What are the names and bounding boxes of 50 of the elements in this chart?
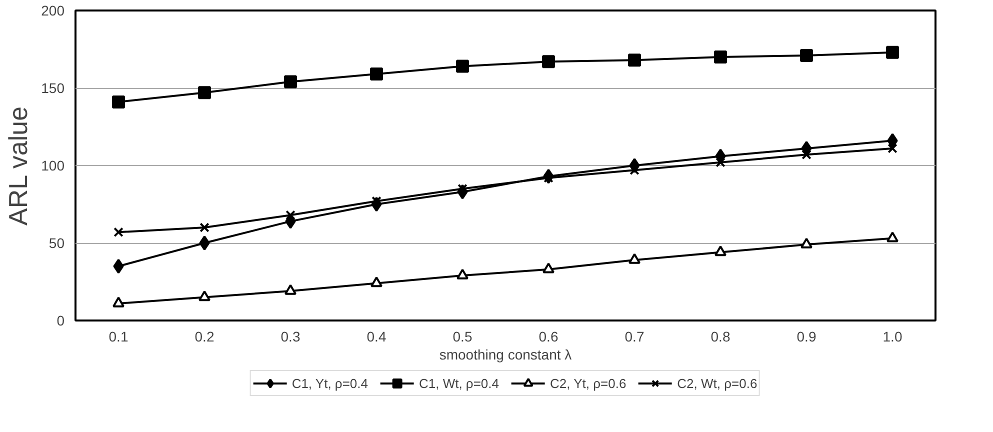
x-tick-label: 0.7 bbox=[624, 328, 644, 344]
legend-label: C1, Wt, ρ=0.4 bbox=[418, 376, 499, 390]
point bbox=[716, 158, 726, 168]
y-tick-label: 100 bbox=[41, 158, 65, 174]
point bbox=[800, 238, 812, 248]
point bbox=[112, 296, 124, 308]
point bbox=[542, 55, 555, 68]
x-tick-label: 0.9 bbox=[796, 328, 816, 344]
point bbox=[802, 150, 812, 160]
point bbox=[198, 86, 211, 100]
point bbox=[887, 133, 898, 148]
point bbox=[113, 258, 124, 274]
point bbox=[888, 144, 898, 154]
legend-label: C1, Yt, ρ=0.4 bbox=[292, 376, 368, 390]
legend-label: C2, Yt, ρ=0.6 bbox=[550, 376, 626, 390]
y-tick-label: 200 bbox=[41, 2, 65, 18]
legend-label: C2, Wt, ρ=0.6 bbox=[677, 376, 758, 390]
y-axis-title: ARL value bbox=[3, 106, 34, 226]
point bbox=[886, 232, 898, 242]
point bbox=[714, 246, 726, 256]
point bbox=[370, 68, 383, 81]
point bbox=[199, 236, 210, 250]
point bbox=[370, 276, 382, 288]
point bbox=[886, 46, 899, 59]
x-tick-label: 0.5 bbox=[452, 328, 472, 344]
x-tick-label: 0.1 bbox=[108, 328, 128, 344]
y-tick-label: 150 bbox=[41, 80, 65, 96]
y-tick-label: 50 bbox=[48, 235, 65, 251]
point bbox=[284, 75, 297, 88]
x-tick-label: 0.6 bbox=[538, 328, 558, 344]
point bbox=[542, 262, 554, 274]
x-tick-label: 0.3 bbox=[280, 328, 300, 344]
y-tick-label: 0 bbox=[56, 312, 65, 328]
point bbox=[200, 222, 210, 232]
point bbox=[284, 284, 296, 295]
point bbox=[628, 253, 640, 264]
point bbox=[286, 210, 296, 220]
x-tick-label: 1.0 bbox=[882, 328, 902, 344]
point bbox=[800, 48, 813, 62]
point bbox=[714, 50, 727, 64]
x-axis-title: smoothing constant λ bbox=[439, 346, 572, 362]
point bbox=[456, 60, 469, 73]
point bbox=[628, 54, 641, 67]
x-tick-label: 0.2 bbox=[194, 328, 214, 344]
x-tick-label: 0.8 bbox=[710, 328, 730, 344]
point bbox=[198, 290, 210, 302]
point bbox=[112, 95, 125, 108]
point bbox=[456, 268, 468, 280]
x-tick-label: 0.4 bbox=[366, 328, 386, 344]
point bbox=[114, 227, 124, 238]
